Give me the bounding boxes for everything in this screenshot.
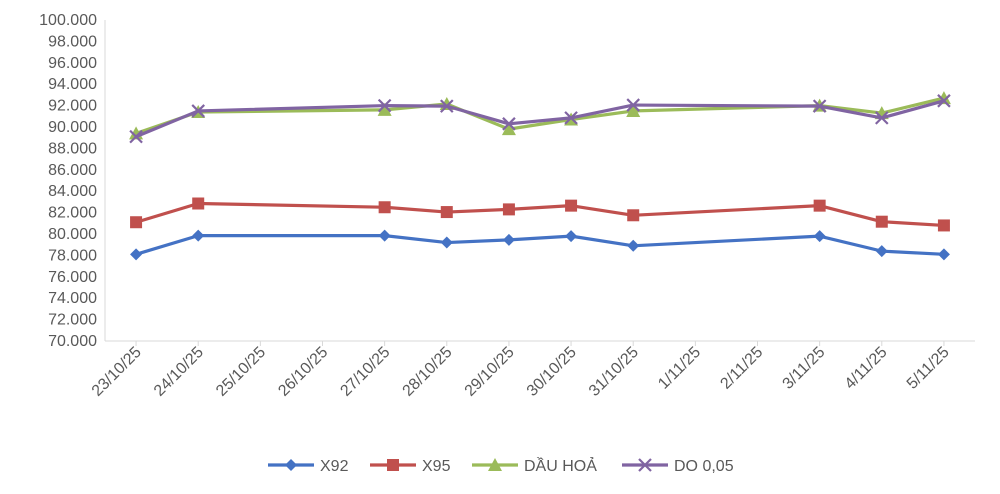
data-point <box>626 98 640 112</box>
x-tick-label: 26/10/25 <box>275 344 331 400</box>
y-tick-label: 82.000 <box>48 205 97 222</box>
series-line <box>134 201 946 228</box>
y-tick-label: 100.000 <box>39 12 97 29</box>
data-point <box>626 103 641 117</box>
data-point <box>377 98 392 113</box>
y-tick-label: 88.000 <box>48 140 97 157</box>
legend-item: X95 <box>370 458 451 475</box>
data-point <box>502 233 515 246</box>
data-point <box>440 206 453 219</box>
x-axis: 23/10/25 24/10/25 25/10/25 26/10/25 27/10/25… <box>89 340 975 400</box>
y-tick-label: 86.000 <box>48 162 97 179</box>
legend-label: X95 <box>422 458 451 475</box>
data-point <box>627 239 640 252</box>
x-tick-label: 31/10/25 <box>586 344 642 400</box>
data-point <box>937 219 950 232</box>
data-point <box>875 245 888 258</box>
data-point <box>875 215 888 228</box>
data-point <box>937 94 951 108</box>
x-tick-label: 29/10/25 <box>462 344 518 400</box>
x-tick-label: 2/11/25 <box>717 344 766 393</box>
legend-label: DO 0,05 <box>674 458 734 475</box>
legend-marker <box>488 458 502 471</box>
data-point <box>130 248 143 261</box>
y-tick-label: 72.000 <box>48 312 97 329</box>
data-point <box>502 203 515 216</box>
series-line <box>134 99 946 139</box>
x-tick-label: 27/10/25 <box>337 344 393 400</box>
data-point <box>440 236 453 249</box>
data-point <box>565 230 578 243</box>
data-point <box>192 197 205 210</box>
legend-marker <box>285 459 297 471</box>
x-tick-label: 24/10/25 <box>151 344 207 400</box>
y-axis: 70.000 72.000 74.000 76.000 78.000 80.000 82.0… <box>39 12 106 350</box>
y-tick-label: 70.000 <box>48 333 97 350</box>
legend-item: X92 <box>268 458 349 475</box>
data-point <box>129 129 143 144</box>
y-tick-label: 74.000 <box>48 290 97 307</box>
series-line <box>134 234 946 256</box>
data-point <box>502 117 516 131</box>
data-point <box>937 248 950 261</box>
y-tick-label: 96.000 <box>48 55 97 72</box>
series-2 <box>129 91 951 140</box>
legend-marker <box>638 458 652 472</box>
legend-marker <box>387 459 399 471</box>
series-layer <box>129 91 951 261</box>
data-point <box>627 209 640 222</box>
data-point <box>565 199 578 212</box>
x-tick-label: 1/11/25 <box>655 344 704 393</box>
legend-item: DẦU HOẢ <box>472 456 597 475</box>
y-tick-label: 76.000 <box>48 269 97 286</box>
x-tick-label: 3/11/25 <box>780 344 829 393</box>
data-point <box>378 229 391 242</box>
data-point <box>192 229 205 242</box>
x-tick-label: 4/11/25 <box>842 344 891 393</box>
y-tick-label: 84.000 <box>48 183 97 200</box>
data-point <box>377 102 392 116</box>
x-tick-label: 5/11/25 <box>904 344 953 393</box>
series-1 <box>130 197 950 232</box>
y-tick-label: 98.000 <box>48 33 97 50</box>
x-tick-label: 28/10/25 <box>400 344 456 400</box>
y-tick-label: 94.000 <box>48 76 97 93</box>
legend-label: DẦU HOẢ <box>524 456 597 475</box>
legend-label: X92 <box>320 458 349 475</box>
y-tick-label: 80.000 <box>48 226 97 243</box>
data-point <box>813 199 826 212</box>
data-point <box>813 230 826 243</box>
y-tick-label: 78.000 <box>48 247 97 264</box>
series-3 <box>129 94 951 144</box>
data-point <box>812 99 827 113</box>
data-point <box>501 122 516 136</box>
data-point <box>564 111 578 125</box>
data-point <box>875 111 889 125</box>
data-point <box>191 104 205 118</box>
x-tick-label: 30/10/25 <box>524 344 580 400</box>
data-point <box>440 99 454 113</box>
data-point <box>378 201 391 214</box>
legend: X92 X95 DẦU HOẢ DO 0,05 <box>268 456 734 475</box>
data-point <box>130 216 143 229</box>
x-tick-label: 23/10/25 <box>89 344 145 400</box>
y-tick-label: 92.000 <box>48 98 97 115</box>
series-0 <box>130 229 950 261</box>
legend-item: DO 0,05 <box>622 458 734 475</box>
x-tick-label: 25/10/25 <box>213 344 269 400</box>
y-tick-label: 90.000 <box>48 119 97 136</box>
series-line <box>134 96 946 136</box>
